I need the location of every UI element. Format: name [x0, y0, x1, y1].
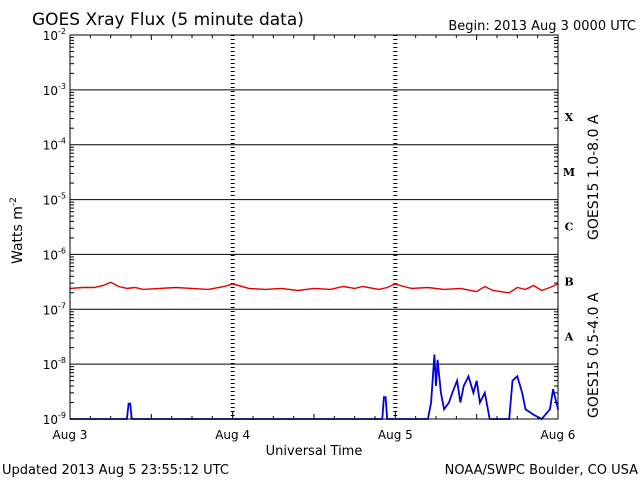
x-tick-labels: Aug 3 Aug 4 Aug 5 Aug 6 — [53, 428, 576, 442]
plot-frame — [69, 34, 559, 420]
flare-class-label: B — [564, 276, 573, 289]
flare-class-label: M — [563, 166, 575, 179]
chart-title: GOES Xray Flux (5 minute data) — [32, 10, 304, 30]
y-tick-label: 10-6 — [43, 246, 66, 262]
y-tick-label: 10-5 — [43, 192, 66, 208]
y-tick-label: 10-2 — [43, 27, 66, 43]
y-axis-label: Watts m-2 — [9, 197, 26, 264]
y-tick-label: 10-8 — [43, 356, 66, 372]
credit-label: NOAA/SWPC Boulder, CO USA — [445, 463, 638, 478]
x-tick-label: Aug 5 — [378, 428, 413, 442]
y-tick-label: 10-9 — [43, 411, 66, 427]
x-tick-label: Aug 4 — [215, 428, 250, 442]
legend-series-red: GOES15 1.0-8.0 A — [586, 114, 602, 240]
flare-class-label: C — [565, 221, 574, 234]
flare-class-labels: X M C B A — [563, 111, 575, 343]
y-tick-label: 10-7 — [43, 301, 66, 317]
flare-class-label: X — [565, 111, 574, 124]
y-tick-label: 10-3 — [43, 82, 66, 98]
series-line-red — [69, 281, 559, 294]
x-tick-label: Aug 3 — [53, 428, 88, 442]
begin-label: Begin: 2013 Aug 3 0000 UTC — [448, 19, 636, 34]
flare-class-label: A — [564, 330, 574, 343]
y-tick-label: 10-4 — [43, 137, 66, 153]
x-tick-label: Aug 6 — [541, 428, 576, 442]
updated-timestamp: Updated 2013 Aug 5 23:55:12 UTC — [2, 463, 229, 478]
x-axis-label: Universal Time — [266, 444, 363, 459]
legend-series-blue: GOES15 0.5-4.0 A — [586, 292, 602, 418]
y-tick-labels: 10-2 10-3 10-4 10-5 10-6 10-7 10-8 10-9 — [43, 27, 66, 427]
